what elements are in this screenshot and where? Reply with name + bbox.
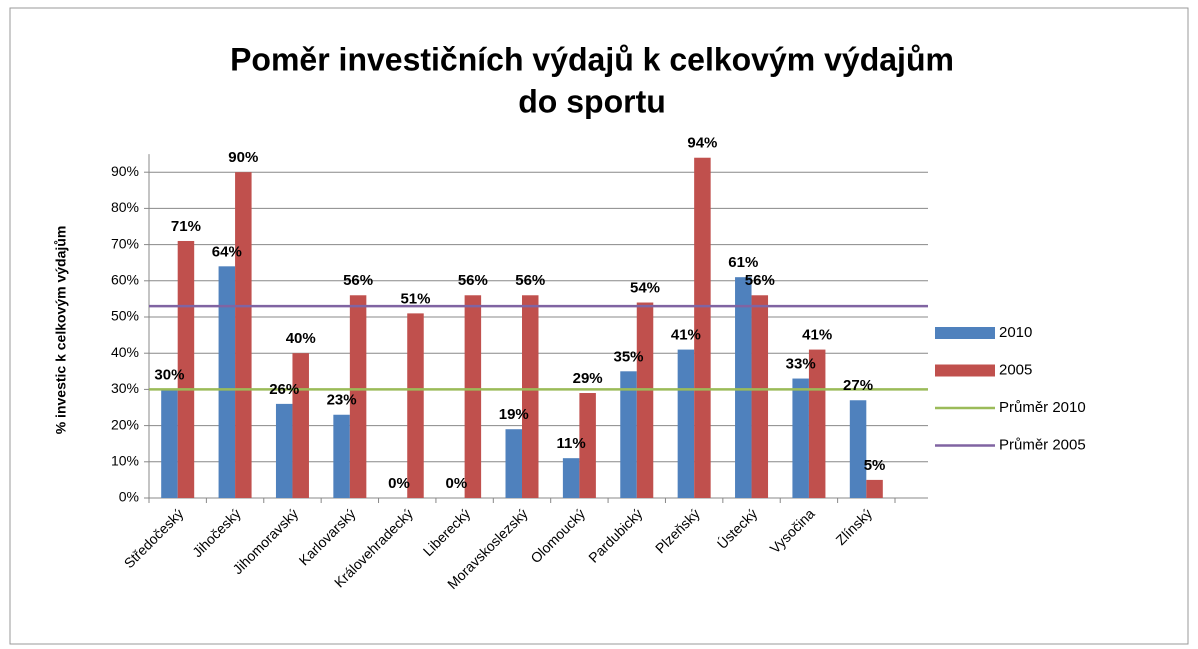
y-tick-label: 80% (111, 199, 139, 215)
bar (562, 458, 580, 498)
y-tick-label: 70% (111, 235, 139, 251)
bar (677, 349, 695, 498)
bar (235, 172, 252, 498)
chart-title: Poměr investičních výdajů k celkovým výd… (230, 41, 954, 77)
bar (735, 277, 752, 498)
value-label: 0% (388, 475, 410, 492)
value-label: 71% (171, 218, 201, 235)
bar (218, 266, 236, 498)
legend-label: 2010 (999, 324, 1032, 341)
value-label: 56% (458, 272, 488, 289)
value-label: 94% (687, 135, 717, 152)
bar (866, 479, 883, 498)
bar (333, 414, 350, 498)
bar (464, 295, 482, 498)
value-label: 35% (614, 348, 644, 365)
y-tick-label: 20% (111, 416, 139, 432)
value-label: 30% (154, 366, 184, 383)
value-label: 26% (269, 381, 299, 398)
bar (349, 295, 367, 498)
value-label: 56% (515, 272, 545, 289)
y-axis-label: % investic k celkovým výdajům (53, 226, 69, 435)
value-label: 56% (745, 272, 775, 289)
value-label: 23% (327, 392, 357, 409)
value-label: 29% (573, 370, 603, 387)
bar (620, 371, 637, 498)
value-label: 27% (843, 377, 873, 394)
legend-swatch (935, 364, 995, 377)
bar (522, 295, 539, 498)
value-label: 41% (671, 327, 701, 344)
bar (407, 313, 424, 498)
value-label: 0% (446, 475, 468, 492)
bar (505, 429, 522, 498)
value-label: 41% (802, 327, 832, 344)
value-label: 90% (228, 149, 258, 166)
bar (636, 302, 654, 498)
y-tick-label: 50% (111, 308, 139, 324)
y-tick-label: 0% (119, 489, 139, 505)
bar (161, 389, 178, 498)
legend-swatch (935, 327, 995, 339)
bar (275, 403, 293, 498)
bar (751, 295, 769, 498)
y-tick-label: 30% (111, 380, 139, 396)
y-tick-label: 10% (111, 453, 139, 469)
value-label: 40% (286, 330, 316, 347)
bar (579, 393, 596, 498)
legend-label: Průměr 2010 (999, 399, 1086, 416)
value-label: 64% (212, 243, 242, 260)
legend-label: 2005 (999, 361, 1032, 378)
bar (808, 349, 826, 498)
y-tick-label: 40% (111, 344, 139, 360)
value-label: 54% (630, 279, 660, 296)
value-label: 19% (499, 406, 529, 423)
bar (694, 157, 711, 498)
value-label: 33% (786, 356, 816, 373)
value-label: 11% (557, 435, 586, 452)
value-label: 51% (400, 290, 430, 307)
y-tick-label: 60% (111, 272, 139, 288)
bar (849, 400, 867, 498)
chart-frame (9, 7, 1189, 645)
bar (792, 378, 809, 498)
y-tick-label: 90% (111, 163, 139, 179)
legend-label: Průměr 2005 (999, 436, 1086, 453)
bar (292, 353, 309, 498)
value-label: 61% (728, 254, 758, 271)
chart-title: do sportu (518, 83, 666, 119)
value-label: 56% (343, 272, 373, 289)
value-label: 5% (864, 457, 886, 474)
